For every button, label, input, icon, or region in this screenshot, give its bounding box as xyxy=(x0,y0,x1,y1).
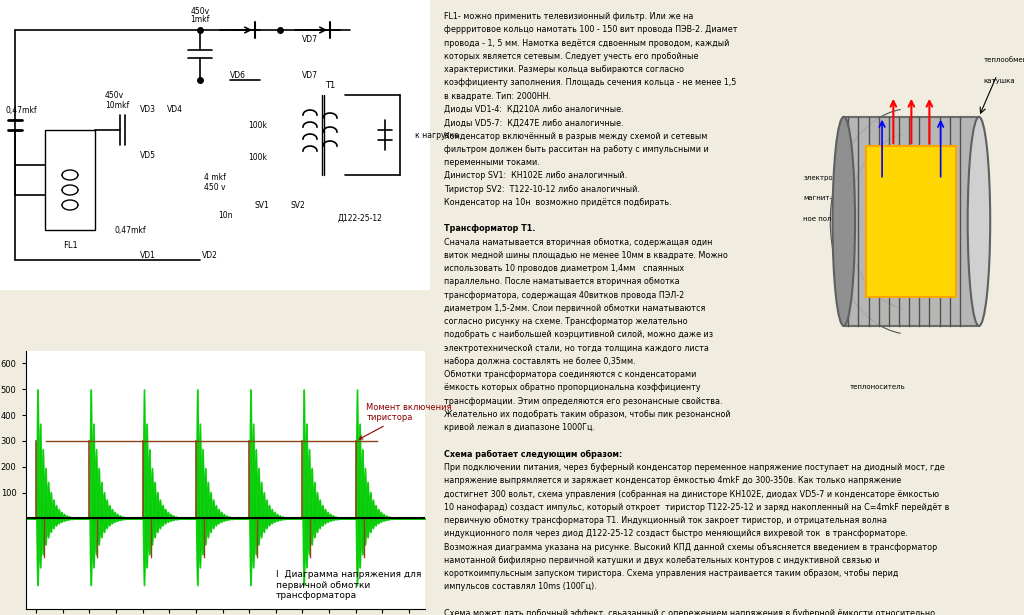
Text: к нагрузке: к нагрузке xyxy=(415,130,459,140)
Text: электро-: электро- xyxy=(803,175,836,181)
Text: напряжение выпрямляется и заряжает конденсатор ёмкостью 4mkF до 300-350в. Как то: напряжение выпрямляется и заряжает конде… xyxy=(444,476,901,485)
Text: намотанной бифилярно первичной катушки и двух колебательных контуров с индуктивн: намотанной бифилярно первичной катушки и… xyxy=(444,556,880,565)
Ellipse shape xyxy=(833,117,855,326)
Text: коэффициенту заполнения. Площадь сечения кольца - не менее 1,5: коэффициенту заполнения. Площадь сечения… xyxy=(444,79,736,87)
Bar xyxy=(866,146,956,296)
Text: феррритовое кольцо намотать 100 - 150 вит провода ПЭВ-2. Диамет: феррритовое кольцо намотать 100 - 150 ви… xyxy=(444,25,737,34)
Text: I  Диаграмма напряжения для
первичной обмотки
трансформатора: I Диаграмма напряжения для первичной обм… xyxy=(275,570,421,600)
Text: Схема может дать побочный эффект, свьазанный с опережением напряжения в буферной: Схема может дать побочный эффект, свьаза… xyxy=(444,609,935,615)
Text: диаметром 1,5-2мм. Слои первичной обмотки наматываются: диаметром 1,5-2мм. Слои первичной обмотк… xyxy=(444,304,706,313)
Text: достигнет 300 вольт, схема управления (собранная на динисторе КН102Е, диодах VD5: достигнет 300 вольт, схема управления (с… xyxy=(444,490,939,499)
Text: в квадрате. Тип: 2000НН.: в квадрате. Тип: 2000НН. xyxy=(444,92,551,101)
Bar xyxy=(844,117,979,326)
Text: фильтром должен быть расcитан на работу с импульсными и: фильтром должен быть расcитан на работу … xyxy=(444,145,709,154)
Text: 4 mkf: 4 mkf xyxy=(204,173,226,183)
Text: VD1: VD1 xyxy=(140,250,156,260)
Text: T1: T1 xyxy=(325,81,335,90)
Text: Диоды VD5-7:  КД247Е либо аналогичные.: Диоды VD5-7: КД247Е либо аналогичные. xyxy=(444,118,624,127)
Text: характеристики. Размеры кольца выбираются согласно: характеристики. Размеры кольца выбираютс… xyxy=(444,65,684,74)
Text: провода - 1, 5 мм. Намотка ведётся сдвоенным проводом, каждый: провода - 1, 5 мм. Намотка ведётся сдвое… xyxy=(444,39,729,48)
Text: трансформации. Этим определяются его резонансные свойства.: трансформации. Этим определяются его рез… xyxy=(444,397,723,406)
Text: использовать 10 проводов диаметром 1,4мм   спаянных: использовать 10 проводов диаметром 1,4мм… xyxy=(444,264,684,273)
Text: VD7: VD7 xyxy=(302,71,318,79)
Text: Диоды VD1-4:  КД210А либо аналогичные.: Диоды VD1-4: КД210А либо аналогичные. xyxy=(444,105,624,114)
Text: 1mkf: 1mkf xyxy=(190,15,210,25)
Text: катушка: катушка xyxy=(983,78,1015,84)
Text: Возможная диаграмма указана на рисунке. Высокий КПД данной схемы объясняется вве: Возможная диаграмма указана на рисунке. … xyxy=(444,542,937,552)
Text: первичную обмотку трансформатора Т1. Индукционный ток закроет тиристор, и отрица: первичную обмотку трансформатора Т1. Инд… xyxy=(444,516,887,525)
Text: согласно рисунку на схеме. Трансформатор желательно: согласно рисунку на схеме. Трансформатор… xyxy=(444,317,688,326)
Text: кривой лежал в диапазоне 1000Гц.: кривой лежал в диапазоне 1000Гц. xyxy=(444,423,595,432)
Text: 100k: 100k xyxy=(249,121,267,130)
Text: параллельно. После наматывается вторичная обмотка: параллельно. После наматывается вторична… xyxy=(444,277,680,287)
Text: ное поле: ное поле xyxy=(803,216,836,223)
Text: 10mkf: 10mkf xyxy=(105,100,129,109)
Text: SV1: SV1 xyxy=(255,200,269,210)
Text: 450v: 450v xyxy=(105,92,124,100)
Text: Конденсатор на 10н  возможно придётся подбирать.: Конденсатор на 10н возможно придётся под… xyxy=(444,198,672,207)
Text: Обмотки трансформатора соединяются с конденсаторами: Обмотки трансформатора соединяются с кон… xyxy=(444,370,696,379)
Text: короткоимпульсным запуском тиристора. Схема управления настраивается таким образ: короткоимпульсным запуском тиристора. Сх… xyxy=(444,569,898,578)
Text: Момент включения
тиристора: Момент включения тиристора xyxy=(359,403,452,439)
Text: которых является сетевым. Следует учесть его пробойные: которых является сетевым. Следует учесть… xyxy=(444,52,698,61)
Ellipse shape xyxy=(968,117,990,326)
Text: переменными токами.: переменными токами. xyxy=(444,158,540,167)
Text: VD4: VD4 xyxy=(167,106,183,114)
Bar xyxy=(0,0,430,290)
Text: SV2: SV2 xyxy=(291,200,305,210)
Text: Конденсатор включённый в разрыв между схемой и сетевым: Конденсатор включённый в разрыв между сх… xyxy=(444,132,708,140)
Text: набора должна составлять не более 0,35мм.: набора должна составлять не более 0,35мм… xyxy=(444,357,636,366)
Text: 450 v: 450 v xyxy=(204,183,225,192)
Text: 0,47mkf: 0,47mkf xyxy=(115,226,145,234)
Text: При подключении питания, через буферный конденсатор переменное напряжение поступ: При подключении питания, через буферный … xyxy=(444,463,945,472)
Text: импульсов составлял 10ms (100Гц).: импульсов составлял 10ms (100Гц). xyxy=(444,582,597,592)
Text: Д122-25-12: Д122-25-12 xyxy=(338,213,382,223)
Text: магнит-: магнит- xyxy=(803,196,833,202)
Text: ёмкость которых обратно пропорциональна коэффициенту: ёмкость которых обратно пропорциональна … xyxy=(444,383,700,392)
Text: 450v: 450v xyxy=(190,7,210,17)
Text: 10n: 10n xyxy=(218,210,232,220)
Text: Сначала наматывается вторичная обмотка, содержащая один: Сначала наматывается вторичная обмотка, … xyxy=(444,237,713,247)
Text: индукционного поля через диод Д122-25-12 создаст быстро меняющийся вихревой ток : индукционного поля через диод Д122-25-12… xyxy=(444,530,908,538)
Text: виток медной шины площадью не менее 10мм в квадрате. Можно: виток медной шины площадью не менее 10мм… xyxy=(444,251,728,260)
Text: электротехнической стали, но тогда толщина каждого листа: электротехнической стали, но тогда толщи… xyxy=(444,344,709,352)
Text: Трансформатор Т1.: Трансформатор Т1. xyxy=(444,224,536,233)
Text: теплоноситель: теплоноситель xyxy=(850,384,905,390)
Text: 100k: 100k xyxy=(249,154,267,162)
Text: трансформатора, содержащая 40витков провода ПЭЛ-2: трансформатора, содержащая 40витков пров… xyxy=(444,291,684,300)
Text: VD2: VD2 xyxy=(202,250,218,260)
Text: VD6: VD6 xyxy=(230,71,246,79)
Text: VD7: VD7 xyxy=(302,36,318,44)
Text: VD3: VD3 xyxy=(140,106,156,114)
Text: VD5: VD5 xyxy=(140,151,156,159)
Text: Динистор SV1:  КН102Е либо аналогичный.: Динистор SV1: КН102Е либо аналогичный. xyxy=(444,172,628,180)
Text: Желательно их подобрать таким образом, чтобы пик резонансной: Желательно их подобрать таким образом, ч… xyxy=(444,410,731,419)
Bar xyxy=(45,130,95,230)
Text: Тиристор SV2:  Т122-10-12 либо аналогичный.: Тиристор SV2: Т122-10-12 либо аналогичны… xyxy=(444,184,640,194)
Text: теплообменное: теплообменное xyxy=(983,57,1024,63)
Text: 0,47mkf: 0,47mkf xyxy=(5,106,37,114)
Text: Схема работает следующим образом:: Схема работает следующим образом: xyxy=(444,450,623,459)
Text: FL1: FL1 xyxy=(62,240,78,250)
Text: 10 нанофарад) создаст импульс, который откроет  тиристор Т122-25-12 и заряд нако: 10 нанофарад) создаст импульс, который о… xyxy=(444,503,949,512)
Text: FL1- можно применить телевизионный фильтр. Или же на: FL1- можно применить телевизионный фильт… xyxy=(444,12,693,21)
Text: подобрать с наибольшей коэрцитивной силой, можно даже из: подобрать с наибольшей коэрцитивной сило… xyxy=(444,330,714,339)
